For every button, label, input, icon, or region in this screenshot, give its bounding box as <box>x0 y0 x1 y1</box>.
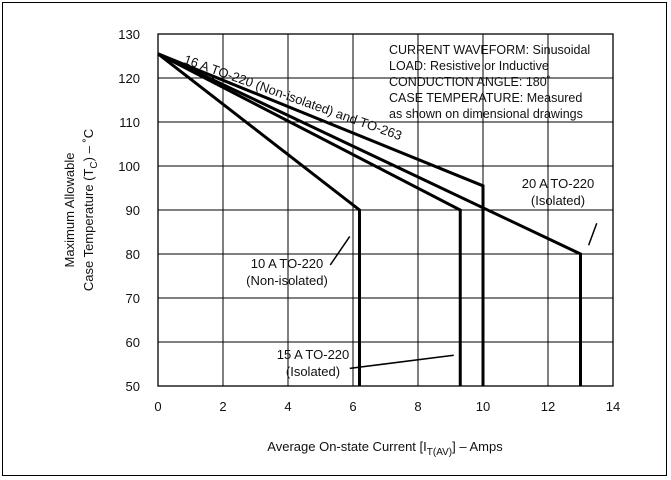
series-line-1 <box>157 52 462 386</box>
y-axis-label-line2-sub: C <box>89 161 100 168</box>
x-tick-label-2: 4 <box>284 399 291 414</box>
series-line-3 <box>157 52 582 386</box>
annotation-20a-line1: 20 A TO-220 <box>522 176 595 191</box>
note-line-0: CURRENT WAVEFORM: Sinusoidal <box>389 43 590 57</box>
x-axis-label-sub: T(AV) <box>427 447 452 458</box>
plot-border <box>157 33 614 387</box>
x-tick-label-7: 14 <box>606 399 620 414</box>
y-tick-label-8: 130 <box>118 27 140 42</box>
y-tick-label-5: 100 <box>118 159 140 174</box>
y-tick-label-3: 80 <box>126 247 140 262</box>
annotation-10a-line1: 10 A TO-220 <box>251 256 324 271</box>
series-lines <box>157 52 582 386</box>
annotation-20a-line2: (Isolated) <box>531 193 585 208</box>
y-tick-label-7: 120 <box>118 71 140 86</box>
x-axis-label: Average On-state Current [IT(AV)] – Amps <box>267 439 503 458</box>
series-line-0 <box>157 52 361 386</box>
x-tick-label-5: 10 <box>476 399 490 414</box>
y-tick-label-0: 50 <box>126 379 140 394</box>
annotation-10a-line2: (Non-isolated) <box>246 273 328 288</box>
note-line-2: CONDUCTION ANGLE: 180˚ <box>389 75 551 89</box>
y-axis-label-line2-pre: Case Temperature (T <box>81 169 96 292</box>
y-tick-label-6: 110 <box>119 115 140 130</box>
y-axis-label: Maximum Allowable Case Temperature (TC) … <box>62 129 100 291</box>
x-tick-labels: 0 2 4 6 8 10 12 14 <box>154 399 620 414</box>
y-axis-label-line2-post: ) – ˚C <box>81 129 96 162</box>
y-axis-label-line2: Case Temperature (TC) – ˚C <box>81 129 100 291</box>
x-tick-label-0: 0 <box>154 399 161 414</box>
y-tick-label-4: 90 <box>126 203 140 218</box>
x-tick-label-6: 12 <box>541 399 555 414</box>
x-tick-label-4: 8 <box>414 399 421 414</box>
leader-line-2 <box>349 354 454 370</box>
x-tick-label-1: 2 <box>219 399 226 414</box>
note-line-3: CASE TEMPERATURE: Measured <box>389 91 582 105</box>
leader-line-1 <box>587 222 598 246</box>
y-tick-label-1: 60 <box>126 335 140 350</box>
conditions-notes: CURRENT WAVEFORM: Sinusoidal LOAD: Resist… <box>389 43 590 121</box>
annotation-15a-line1: 15 A TO-220 <box>277 347 350 362</box>
y-tick-label-2: 70 <box>126 291 140 306</box>
x-axis-label-pre: Average On-state Current [I <box>267 439 426 454</box>
grid <box>157 33 614 387</box>
x-tick-label-3: 6 <box>349 399 356 414</box>
annotation-15a-line2: (Isolated) <box>286 364 340 379</box>
x-axis-label-post: ] – Amps <box>452 439 503 454</box>
note-line-1: LOAD: Resistive or Inductive <box>389 59 549 73</box>
y-tick-labels: 50 60 70 80 90 100 110 120 130 <box>118 27 140 394</box>
series-line-2 <box>157 52 485 386</box>
leader-lines <box>329 222 598 370</box>
note-line-4: as shown on dimensional drawings <box>389 107 583 121</box>
leader-line-0 <box>329 235 351 266</box>
y-axis-label-line1: Maximum Allowable <box>62 153 77 268</box>
